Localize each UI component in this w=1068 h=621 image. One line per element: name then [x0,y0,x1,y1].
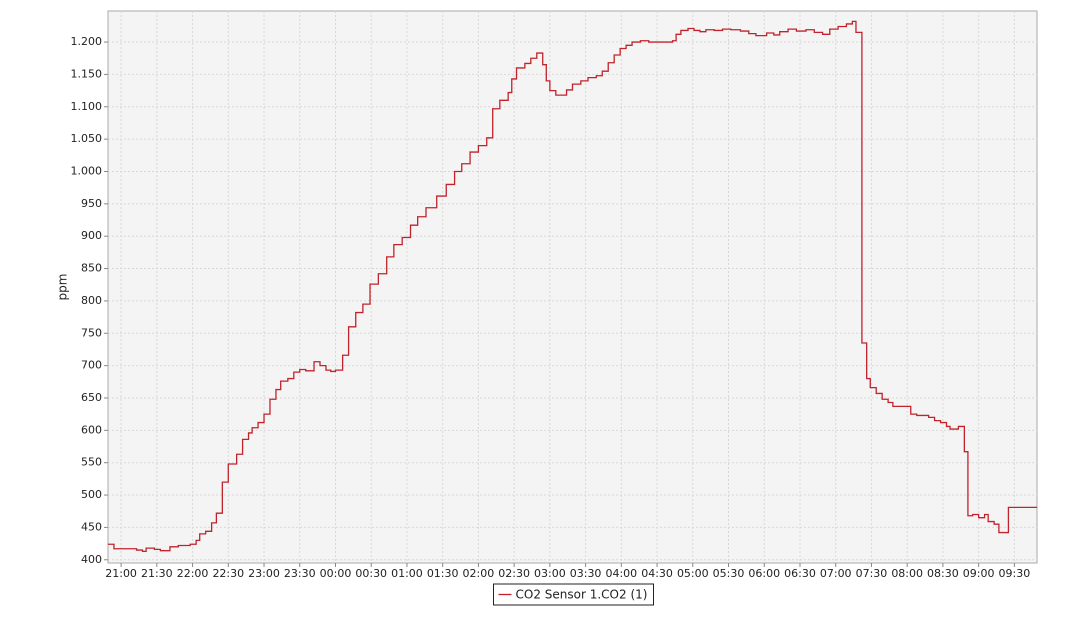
y-tick-label: 600 [81,423,102,436]
x-tick-label: 23:30 [284,567,316,580]
x-tick-label: 02:00 [463,567,495,580]
x-tick-label: 04:00 [605,567,637,580]
x-tick-label: 00:30 [355,567,387,580]
y-tick-label: 1.200 [71,35,103,48]
x-tick-label: 22:00 [177,567,209,580]
x-tick-label: 01:00 [391,567,423,580]
x-tick-label: 07:00 [820,567,852,580]
y-tick-label: 500 [81,488,102,501]
y-axis-label: ppm [56,274,70,301]
x-tick-label: 21:00 [105,567,137,580]
y-tick-label: 1.000 [71,164,103,177]
y-tick-label: 900 [81,229,102,242]
y-tick-label: 700 [81,359,102,372]
x-tick-label: 04:30 [641,567,673,580]
x-tick-label: 09:00 [963,567,995,580]
x-tick-label: 05:30 [713,567,745,580]
legend-box [493,583,654,606]
y-tick-label: 650 [81,391,102,404]
y-tick-label: 800 [81,294,102,307]
x-tick-label: 06:00 [748,567,780,580]
x-tick-label: 02:30 [498,567,530,580]
x-tick-label: 03:00 [534,567,566,580]
y-tick-label: 950 [81,197,102,210]
x-tick-label: 21:30 [141,567,173,580]
legend-label: CO2 Sensor 1.CO2 (1) [516,588,648,602]
x-tick-label: 05:00 [677,567,709,580]
x-tick-label: 01:30 [427,567,459,580]
y-tick-label: 550 [81,456,102,469]
x-tick-label: 22:30 [212,567,244,580]
x-tick-label: 06:30 [784,567,816,580]
y-tick-label: 1.100 [71,100,103,113]
plot-area [107,10,1038,564]
x-tick-label: 23:00 [248,567,280,580]
y-tick-label: 750 [81,326,102,339]
y-tick-label: 1.150 [71,67,103,80]
x-tick-label: 09:30 [999,567,1031,580]
y-tick-label: 400 [81,553,102,566]
y-tick-label: 850 [81,262,102,275]
y-tick-label: 1.050 [71,132,103,145]
data-line [108,20,1037,553]
y-tick-label: 450 [81,520,102,533]
x-tick-label: 00:00 [320,567,352,580]
x-tick-label: 03:30 [570,567,602,580]
x-tick-label: 08:30 [927,567,959,580]
x-tick-label: 07:30 [856,567,888,580]
x-tick-label: 08:00 [891,567,923,580]
